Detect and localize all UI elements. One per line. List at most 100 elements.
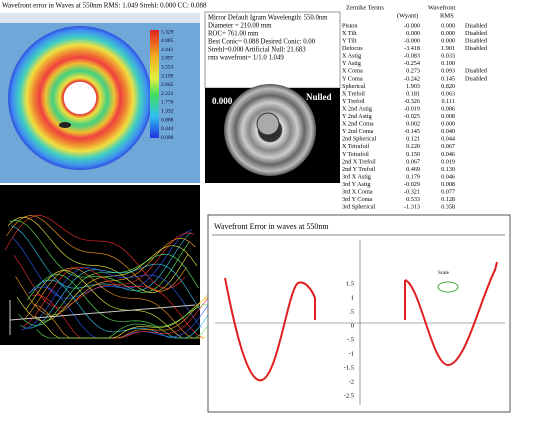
zernike-cell: -0.000 [404,38,420,45]
colorbar-labels: 5.329 4.885 4.441 3.997 3.553 3.109 2.665 2.221… [161,29,174,141]
zernike-cell: 3rd X Astig [342,173,371,180]
zernike-cell: -0.000 [404,22,420,29]
zernike-cell: 0.100 [441,60,455,67]
mesh-line [28,279,210,339]
colorbar-label: 3.997 [161,56,174,62]
nulled-label: Nulled [306,92,332,102]
zernike-cell: Y Tetrafoil [342,151,369,158]
zernike-cell: 0.000 [441,22,455,29]
zernike-cell: -0.242 [404,75,420,82]
colorbar-label: 3.109 [161,73,174,79]
y-label: 1.5 [346,280,354,287]
zernike-cell: -0.326 [404,98,420,105]
zernike-cell: X 2nd Coma [342,121,374,128]
zernike-cell: X 2nd Astig [342,105,372,112]
zernike-cell: Y Trefoil [342,98,365,105]
zernike-col-title: Wavefront [428,4,455,11]
zernike-cell: -3.418 [404,45,420,52]
zernike-cell: 0.469 [406,166,420,173]
y-label: 0 [351,322,354,329]
map-header [0,13,200,23]
zernike-cell: X Astig [342,53,361,60]
y-label: -1.5 [344,364,354,371]
zernike-cell: 0.220 [406,143,420,150]
zernike-cell: -0.254 [404,60,420,67]
nulled-value: 0.000 [212,96,233,106]
zernike-cell: Y 2nd Astig [342,113,372,120]
zernike-cell: 0.033 [441,53,455,60]
zernike-cell: X Tilt [342,30,357,37]
zernike-cell: Disabled [465,75,488,82]
mesh-line [21,267,202,330]
zernike-cell: Disabled [465,30,488,37]
map-spot [59,122,71,128]
colorbar-label: 5.329 [161,29,174,35]
colorbar-label: 4.441 [161,47,174,53]
colorbar-label: 2.221 [161,91,174,97]
zernike-cell: -0.145 [404,128,420,135]
mesh-line [22,266,204,339]
y-labels: 1.51.50-.5-1-1.5-2-2.5 [344,280,354,399]
mesh-line [13,232,195,308]
zernike-cell: 0.150 [406,151,420,158]
mesh-line [30,286,211,339]
zernike-cell: 0.046 [441,173,455,180]
zernike-cell: 2nd Spherical [342,136,376,143]
zernike-cell: 0.063 [441,90,455,97]
zernike-cell: 3rd Spherical [342,204,375,211]
mesh-line [6,215,187,292]
mesh-line [31,292,213,339]
info-line: Best Conic= 0.088 Desired Conic: 0.00 [208,39,316,46]
zernike-cell: -0.029 [404,181,420,188]
y-label: -2 [349,378,354,385]
mesh-line [25,270,207,339]
zernike-cell: 0.130 [441,166,455,173]
profile-curve [224,261,498,382]
zernike-cell: 0.000 [441,121,455,128]
zernike-cell: -0.083 [404,53,420,60]
zernike-cell: 0.044 [441,136,455,143]
zernike-cell: 3rd Y Coma [342,196,372,203]
zernike-cell: Y Tilt [342,38,357,45]
zernike-cell: 1.901 [441,45,455,52]
zernike-cell: 0.179 [406,173,420,180]
zernike-cell: 1.903 [406,83,420,90]
colorbar [150,30,159,138]
zernike-title: Zernike Terms [346,4,384,11]
y-label: -2.5 [344,392,354,399]
zernike-cell: 0.067 [441,143,455,150]
zernike-cell: 0.145 [441,75,455,82]
mesh-line [10,225,192,292]
zernike-col: (Wyant) [397,12,418,19]
zernike-cell: 0.000 [406,30,420,37]
zernike-cell: 0.181 [406,90,420,97]
profile-panel [207,214,511,413]
y-label: .5 [349,308,354,315]
contour-map [8,26,152,170]
zernike-cell: X Tetrafoil [342,143,369,150]
zernike-cell: Y 2nd Coma [342,128,374,135]
zernike-cell: 0.077 [441,189,455,196]
y-label: 1 [351,294,354,301]
colorbar-label: 0.444 [161,126,174,132]
zernike-cell: 0.128 [441,196,455,203]
zernike-cell: 0.820 [441,83,455,90]
mesh-line [12,229,193,299]
mesh-line [36,304,217,339]
zernike-cell: 0.067 [406,158,420,165]
zernike-cell: Disabled [465,68,488,75]
mesh-line [33,290,214,339]
zernike-cell: X Trefoil [342,90,365,97]
mesh-line [9,219,190,293]
y-label: -1 [349,350,354,357]
profile-title: Wavefront Error in waves at 550nm [214,222,329,231]
colorbar-label: 1.332 [161,108,174,114]
zernike-cell: -0.025 [404,113,420,120]
colorbar-label: 4.885 [161,38,174,44]
info-line: Diameter = 210.00 mm [208,23,272,30]
zernike-cell: Disabled [465,45,488,52]
zernike-cell: 0.000 [441,30,455,37]
zernike-cell: Spherical [342,83,366,90]
zernike-cell: 3rd Y Astig [342,181,370,188]
